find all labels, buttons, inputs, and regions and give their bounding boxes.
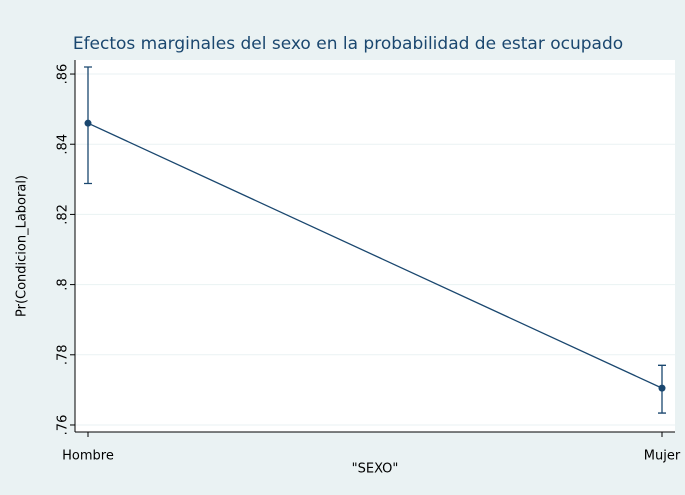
y-tick-label: .76 <box>56 415 71 436</box>
x-tick-label: Hombre <box>62 449 114 464</box>
y-tick-label: .82 <box>56 204 71 225</box>
y-tick-label: .78 <box>56 344 71 365</box>
data-point <box>84 119 92 127</box>
series-line <box>87 122 663 389</box>
x-axis-title: "SEXO" <box>352 462 399 477</box>
chart-title: Efectos marginales del sexo en la probab… <box>73 34 623 54</box>
x-tick-label: Mujer <box>644 449 681 464</box>
plot-area <box>75 60 675 432</box>
y-axis-title: Pr(Condicion_Laboral) <box>15 175 30 317</box>
y-tick-label: .84 <box>56 134 71 155</box>
y-tick-label: .86 <box>56 64 71 85</box>
y-tick-label: .8 <box>56 278 71 290</box>
data-point <box>658 384 666 392</box>
